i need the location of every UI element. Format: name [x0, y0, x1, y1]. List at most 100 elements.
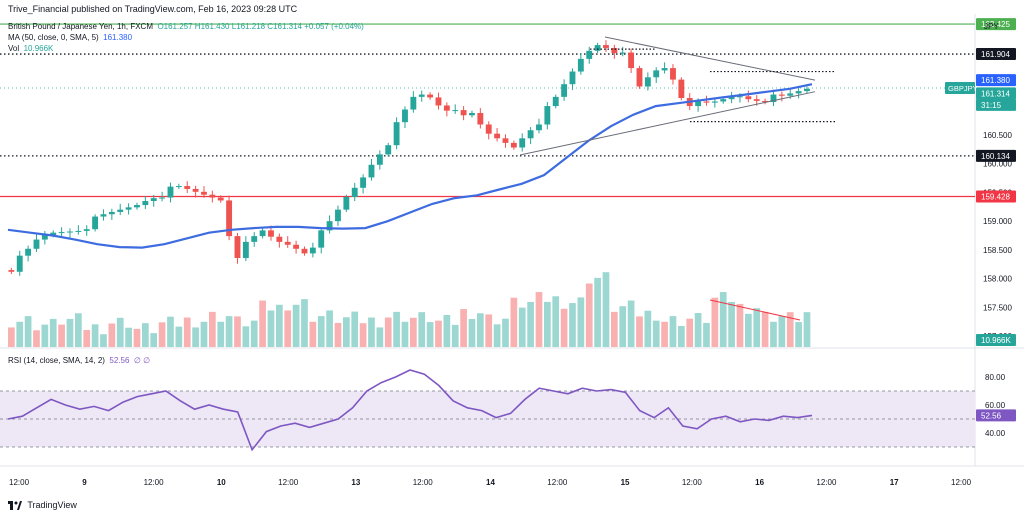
- candle-body: [594, 45, 601, 51]
- candle-body: [293, 244, 300, 249]
- candle-body: [58, 232, 65, 234]
- price-tag: [976, 48, 1016, 61]
- volume-bar: [267, 310, 275, 347]
- volume-bar: [167, 316, 174, 347]
- price-tag-label: 52.56: [981, 411, 1002, 420]
- volume-bar: [770, 321, 777, 347]
- candle-body: [117, 209, 124, 212]
- time-tick: 12:00: [278, 478, 299, 487]
- rsi-legend[interactable]: RSI (14, close, SMA, 14, 2) 52.56 ∅ ∅: [8, 356, 150, 365]
- price-tag-label: 159.428: [981, 193, 1010, 202]
- vol-legend[interactable]: Vol 10.966K: [8, 44, 53, 53]
- volume-bar: [719, 292, 727, 347]
- price-tick: 157.500: [983, 303, 1012, 312]
- candle-body: [586, 50, 593, 59]
- candle-body: [351, 187, 358, 197]
- ma-label: MA (50, close, 0, SMA, 5): [8, 33, 99, 42]
- trendline-drawings[interactable]: [519, 36, 835, 321]
- price-tag: [976, 74, 1016, 87]
- price-tick: 158.000: [983, 275, 1012, 284]
- candle-body: [762, 100, 769, 103]
- time-tick: 12:00: [547, 478, 568, 487]
- candle-body: [201, 191, 207, 195]
- candle-body: [569, 71, 576, 85]
- volume-bar: [225, 316, 233, 347]
- volume-bar: [627, 300, 635, 347]
- symbol-name: British Pound / Japanese Yen, 1h, FXCM: [8, 22, 153, 31]
- candle-body: [577, 58, 584, 72]
- volume-bar: [560, 308, 568, 347]
- vol-label: Vol: [8, 44, 20, 53]
- candle-body: [167, 186, 174, 198]
- candle-body: [376, 154, 383, 165]
- candle-body: [527, 130, 534, 139]
- candle-body: [477, 112, 484, 125]
- candle-body: [301, 248, 308, 254]
- volume-bar: [451, 324, 459, 347]
- volume-bar: [694, 313, 702, 347]
- time-axis[interactable]: 12:00 9 12:00 10 12:00 13 12:00 14 12:00 15 12:00 1…: [9, 478, 972, 487]
- volume-bar: [250, 320, 258, 347]
- candle-body: [16, 255, 23, 272]
- candle-body: [33, 239, 40, 249]
- volume-bar: [384, 317, 392, 347]
- candle-body: [804, 88, 810, 92]
- candle-body: [670, 68, 676, 80]
- volume-bar: [435, 320, 442, 347]
- price-tag-label: 161.314: [981, 89, 1010, 98]
- rsi-pane: [0, 369, 975, 452]
- volume-bar: [343, 317, 350, 347]
- price-tag-label: 10.966K: [981, 336, 1011, 345]
- candle-body: [159, 197, 166, 199]
- candle-body: [209, 194, 216, 198]
- symbol-legend[interactable]: British Pound / Japanese Yen, 1h, FXCM O…: [8, 22, 364, 31]
- time-tick: 17: [890, 478, 899, 487]
- candle-body: [502, 138, 509, 143]
- volume-bars: [8, 272, 811, 347]
- candle-body: [519, 138, 526, 148]
- volume-bar: [24, 316, 32, 347]
- candle-body: [544, 106, 551, 125]
- volume-bar: [401, 321, 409, 347]
- price-tag: [976, 98, 1016, 111]
- volume-divergence-line: [709, 299, 801, 321]
- volume-bar: [16, 321, 24, 347]
- volume-bar: [242, 326, 250, 347]
- candle-body: [452, 110, 459, 112]
- volume-bar: [234, 316, 241, 347]
- volume-bar: [636, 316, 643, 347]
- candle-body: [108, 211, 115, 215]
- volume-bar: [217, 321, 225, 347]
- price-tag: [976, 18, 1016, 31]
- time-tick: 9: [82, 478, 87, 487]
- candle-body: [510, 142, 517, 148]
- volume-bar: [518, 307, 526, 347]
- candle-body: [75, 230, 82, 232]
- candle-body: [711, 101, 718, 103]
- rsi-value: 52.56: [109, 356, 130, 365]
- horizontal-levels[interactable]: [0, 23, 975, 198]
- volume-bar: [66, 318, 74, 347]
- ma-legend[interactable]: MA (50, close, 0, SMA, 5) 161.380: [8, 33, 132, 42]
- candle-body: [259, 230, 266, 237]
- volume-bar: [552, 296, 560, 347]
- volume-bar: [49, 318, 57, 347]
- time-tick: 12:00: [9, 478, 30, 487]
- volume-bar: [58, 324, 65, 347]
- price-axis[interactable]: 161.000160.500160.000159.500159.000158.5…: [945, 18, 1016, 438]
- volume-bar: [736, 303, 744, 347]
- candle-body: [737, 96, 743, 98]
- vol-value: 10.966K: [23, 44, 54, 53]
- symbol-tag-label: GBPJPY: [948, 84, 978, 93]
- price-tag: [976, 149, 1016, 162]
- candle-body: [368, 164, 375, 178]
- candle-body: [276, 236, 283, 242]
- candle-body: [67, 231, 73, 233]
- candlesticks: [8, 40, 810, 276]
- volume-bar: [292, 304, 300, 347]
- candle-body: [234, 236, 241, 258]
- price-tag-label: 162.425: [981, 20, 1010, 29]
- tradingview-logo-icon: [8, 501, 22, 511]
- candle-body: [745, 96, 752, 100]
